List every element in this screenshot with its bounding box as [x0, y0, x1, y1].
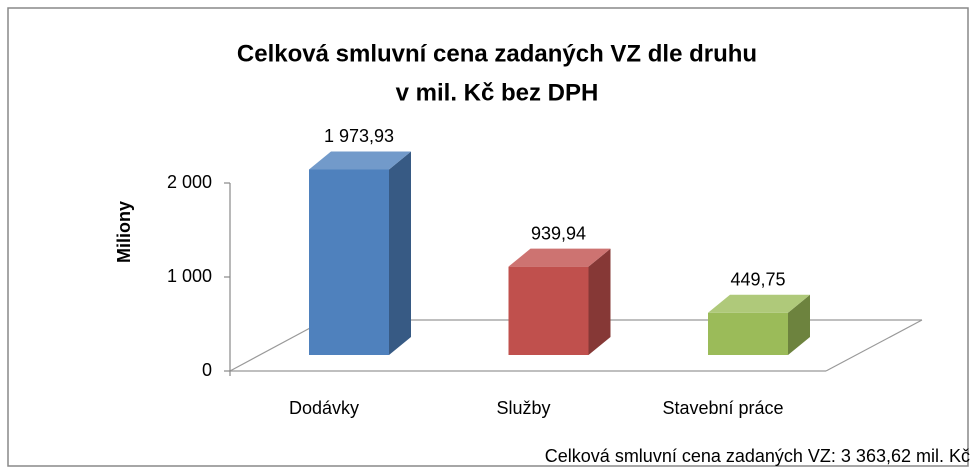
- bar-top: [708, 294, 810, 313]
- data-label: 449,75: [730, 269, 785, 289]
- data-label: 939,94: [531, 223, 586, 243]
- bar: [708, 294, 810, 355]
- data-label: 1 973,93: [324, 126, 394, 146]
- chart-title: Celková smluvní cena zadaných VZ dle dru…: [237, 40, 757, 67]
- bar-front: [309, 169, 389, 355]
- bar-front: [708, 312, 788, 355]
- bar-top: [508, 248, 611, 267]
- x-tick-label: Dodávky: [289, 398, 359, 418]
- bar: [309, 151, 411, 355]
- y-axis-label: Miliony: [114, 201, 134, 263]
- bar-top: [309, 151, 411, 170]
- y-tick-label: 1 000: [167, 266, 212, 286]
- bar-side: [788, 294, 810, 355]
- x-tick-label: Stavební práce: [662, 398, 783, 418]
- bar-front: [508, 266, 589, 355]
- x-tick-label: Služby: [496, 398, 550, 418]
- footnote: Celková smluvní cena zadaných VZ: 3 363,…: [545, 446, 970, 466]
- chart-frame: [7, 7, 969, 467]
- bar-side: [588, 248, 611, 355]
- bar: [508, 248, 611, 355]
- y-tick-label: 0: [202, 360, 212, 380]
- chart-title: v mil. Kč bez DPH: [396, 79, 599, 106]
- y-tick-label: 2 000: [167, 172, 212, 192]
- bar-side: [389, 151, 411, 355]
